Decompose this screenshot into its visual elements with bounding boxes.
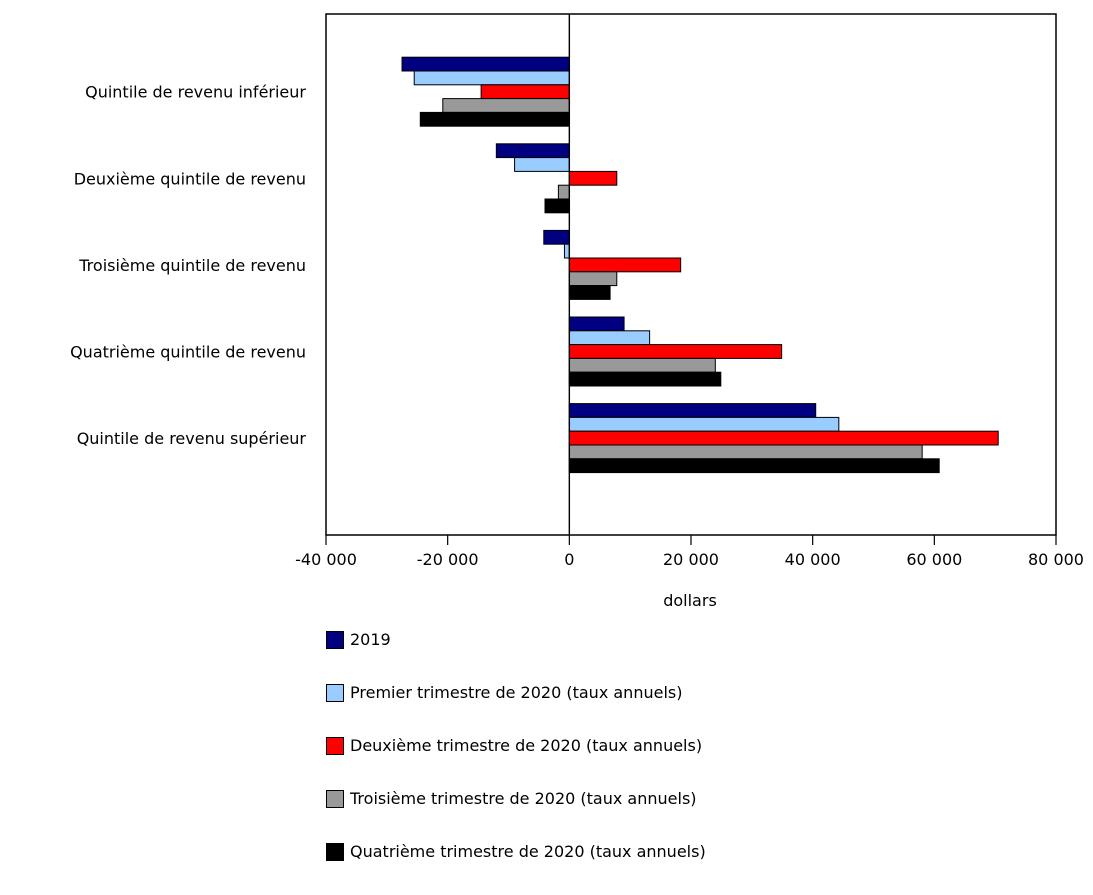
bar (419, 111, 570, 127)
bar (557, 184, 570, 200)
legend-item: Deuxième trimestre de 2020 (taux annuels… (326, 736, 1066, 756)
bar (401, 56, 570, 72)
legend-swatch (326, 684, 344, 702)
bar (568, 371, 722, 387)
bar (568, 330, 651, 346)
chart-plot: Quintile de revenu inférieur Deuxième qui… (70, 13, 1084, 610)
bar (568, 285, 611, 300)
bar (568, 416, 840, 432)
legend-item: Troisième trimestre de 2020 (taux annuel… (326, 789, 1066, 809)
bar (413, 70, 570, 86)
y-category-label: Deuxième quintile de revenu (74, 169, 306, 188)
legend-label: Premier trimestre de 2020 (taux annuels) (350, 683, 683, 702)
legend-swatch (326, 790, 344, 808)
bar (543, 229, 570, 245)
bar (568, 430, 999, 446)
x-axis-title: dollars (663, 591, 717, 610)
legend-label: Troisième trimestre de 2020 (taux annuel… (350, 789, 697, 808)
x-tick-label: 40 000 (785, 550, 841, 569)
x-tick-label: 80 000 (1028, 550, 1084, 569)
y-category-label: Quatrième quintile de revenu (70, 343, 306, 362)
y-category-label: Quintile de revenu inférieur (85, 83, 306, 102)
bar (495, 143, 570, 159)
bar (568, 170, 618, 186)
bar (480, 84, 570, 100)
legend: 2019 Premier trimestre de 2020 (taux annu… (326, 630, 1066, 895)
bar (568, 444, 923, 460)
bar (568, 458, 940, 474)
bar (568, 403, 817, 418)
x-tick-label: -40 000 (295, 550, 357, 569)
x-tick-label: 0 (564, 550, 574, 569)
legend-item: 2019 (326, 630, 1066, 650)
x-tick-label: 60 000 (906, 550, 962, 569)
bar (568, 357, 716, 373)
legend-item: Quatrième trimestre de 2020 (taux annuel… (326, 842, 1066, 862)
x-tick-label: -20 000 (417, 550, 479, 569)
legend-swatch (326, 843, 344, 861)
bar (568, 257, 682, 273)
y-category-label: Troisième quintile de revenu (78, 256, 306, 275)
legend-item: Premier trimestre de 2020 (taux annuels) (326, 683, 1066, 703)
bar (442, 98, 570, 113)
bar (514, 157, 570, 172)
bar (568, 316, 625, 332)
legend-label: 2019 (350, 630, 391, 649)
legend-label: Quatrième trimestre de 2020 (taux annuel… (350, 842, 706, 861)
y-category-label: Quintile de revenu supérieur (77, 429, 307, 448)
bar (563, 243, 570, 259)
legend-label: Deuxième trimestre de 2020 (taux annuels… (350, 736, 703, 755)
bar (568, 344, 783, 359)
legend-swatch (326, 737, 344, 755)
legend-swatch (326, 631, 344, 649)
bar (568, 271, 618, 287)
x-tick-label: 20 000 (663, 550, 719, 569)
bar (544, 198, 570, 214)
